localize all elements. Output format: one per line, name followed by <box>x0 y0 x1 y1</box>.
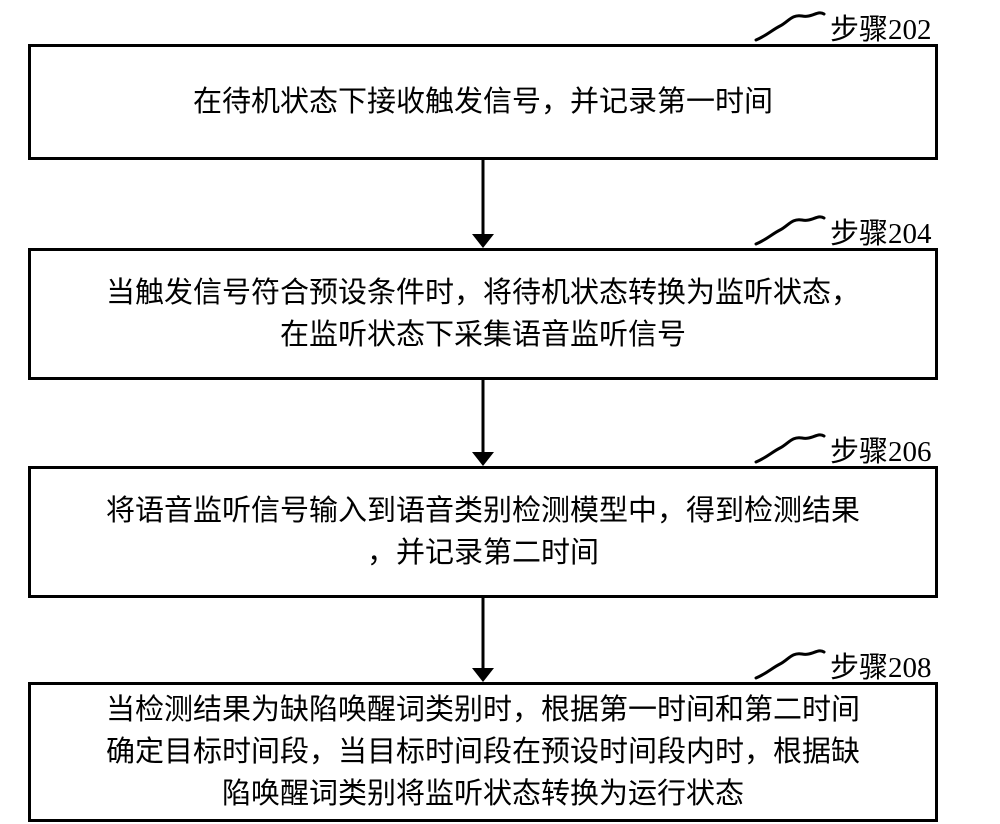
arrow-204-206 <box>470 380 496 466</box>
step-204-label-text: 步骤204 <box>830 210 932 252</box>
step-208-label-text: 步骤208 <box>830 644 932 686</box>
step-202-text: 在待机状态下接收触发信号，并记录第一时间 <box>193 81 773 123</box>
arrow-202-204 <box>470 160 496 248</box>
step-206-box: 将语音监听信号输入到语音类别检测模型中，得到检测结果 ，并记录第二时间 <box>28 466 938 598</box>
step-206-label: 步骤206 <box>752 428 830 466</box>
step-204-text: 当触发信号符合预设条件时，将待机状态转换为监听状态， 在监听状态下采集语音监听信… <box>106 272 860 356</box>
step-206-text: 将语音监听信号输入到语音类别检测模型中，得到检测结果 ，并记录第二时间 <box>106 490 860 574</box>
step-202-label-text: 步骤202 <box>830 6 932 48</box>
flowchart-canvas: 在待机状态下接收触发信号，并记录第一时间 当触发信号符合预设条件时，将待机状态转… <box>0 0 1000 824</box>
arrow-206-208 <box>470 598 496 682</box>
step-202-label: 步骤202 <box>752 6 830 44</box>
step-204-label: 步骤204 <box>752 210 830 248</box>
step-204-box: 当触发信号符合预设条件时，将待机状态转换为监听状态， 在监听状态下采集语音监听信… <box>28 248 938 380</box>
step-208-text: 当检测结果为缺陷唤醒词类别时，根据第一时间和第二时间 确定目标时间段，当目标时间… <box>106 689 860 815</box>
step-208-label: 步骤208 <box>752 644 830 682</box>
step-202-box: 在待机状态下接收触发信号，并记录第一时间 <box>28 44 938 160</box>
step-206-label-text: 步骤206 <box>830 428 932 470</box>
step-208-box: 当检测结果为缺陷唤醒词类别时，根据第一时间和第二时间 确定目标时间段，当目标时间… <box>28 682 938 822</box>
